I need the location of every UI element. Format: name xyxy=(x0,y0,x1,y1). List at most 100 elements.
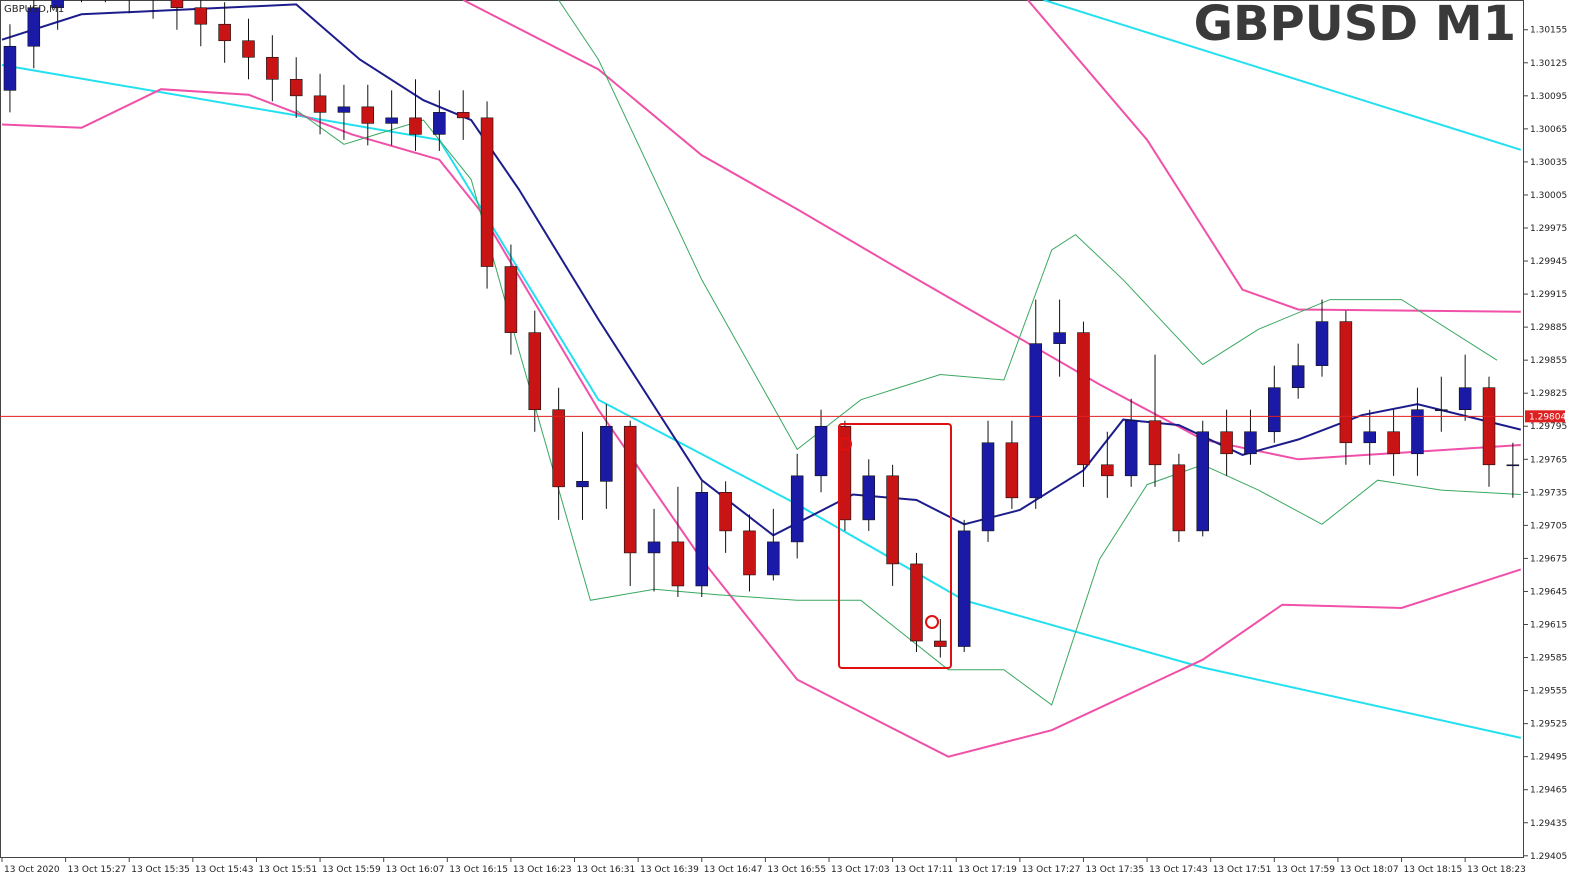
y-tick-label: 1.29855 xyxy=(1530,356,1567,366)
y-tick-label: 1.29885 xyxy=(1530,323,1567,333)
x-tick-label: 13 Oct 15:43 xyxy=(195,865,254,875)
candle-body xyxy=(957,530,971,647)
x-tick-label: 13 Oct 17:27 xyxy=(1022,865,1081,875)
candle-body xyxy=(361,106,375,124)
y-tick-label: 1.30125 xyxy=(1530,59,1567,69)
highlight-circle xyxy=(838,437,852,451)
candle-body xyxy=(1482,387,1496,466)
indicator-line xyxy=(558,0,1498,451)
y-tick-label: 1.29765 xyxy=(1530,455,1567,465)
y-tick-label: 1.30095 xyxy=(1530,92,1567,102)
y-tick-label: 1.29945 xyxy=(1530,257,1567,267)
y-tick-label: 1.29615 xyxy=(1530,621,1567,631)
indicator-line xyxy=(1043,0,1522,151)
candle-body xyxy=(1315,321,1329,366)
candle-body xyxy=(1339,321,1353,444)
candle-body xyxy=(743,530,756,576)
candle-body xyxy=(409,117,422,135)
x-tick-label: 13 Oct 17:19 xyxy=(958,865,1017,875)
candle-body xyxy=(981,442,995,532)
x-tick-label: 13 Oct 17:59 xyxy=(1276,865,1335,875)
candle-body xyxy=(337,106,351,113)
x-tick-label: 13 Oct 16:31 xyxy=(577,865,636,875)
price-label: 1.29804 xyxy=(1529,412,1566,422)
candle-body xyxy=(910,563,923,642)
candle-body xyxy=(313,95,327,113)
candle-body xyxy=(552,409,565,488)
candle-body xyxy=(480,117,494,267)
candle-body xyxy=(576,481,589,488)
candle-body xyxy=(886,475,899,565)
x-tick-label: 13 Oct 15:51 xyxy=(258,865,317,875)
y-tick-label: 1.30065 xyxy=(1530,125,1567,135)
plot-frame xyxy=(0,0,1524,858)
y-tick-label: 1.29465 xyxy=(1530,786,1567,796)
y-tick-label: 1.29585 xyxy=(1530,654,1567,664)
x-tick-label: 13 Oct 16:15 xyxy=(449,865,508,875)
x-tick-label: 13 Oct 17:11 xyxy=(895,865,954,875)
y-tick-label: 1.29555 xyxy=(1530,687,1567,697)
candle-body xyxy=(1077,332,1090,466)
x-tick-label: 13 Oct 18:07 xyxy=(1340,865,1399,875)
candle-body xyxy=(385,117,398,124)
candle-body xyxy=(647,541,661,554)
candle-body xyxy=(1363,431,1376,444)
chart-title: GBPUSD M1 xyxy=(1194,0,1516,52)
y-tick-label: 1.29405 xyxy=(1530,852,1567,862)
y-tick-label: 1.29795 xyxy=(1530,422,1567,432)
x-tick-label: 13 Oct 17:03 xyxy=(831,865,890,875)
candle-body xyxy=(1244,431,1257,455)
highlight-box xyxy=(838,423,952,669)
candle-body xyxy=(862,475,876,521)
y-tick-label: 1.29525 xyxy=(1530,720,1567,730)
candle-body xyxy=(1196,431,1210,532)
indicator-line xyxy=(1027,0,1521,313)
candle-body xyxy=(242,40,255,58)
candle-body xyxy=(1005,442,1019,499)
candle-body xyxy=(170,0,184,9)
candle-body xyxy=(1053,332,1066,344)
x-tick-label: 13 Oct 16:55 xyxy=(767,865,826,875)
candle-body xyxy=(194,7,208,25)
candle-body xyxy=(695,492,709,587)
candle-body xyxy=(456,112,470,119)
candle-body xyxy=(433,112,446,135)
candle-body xyxy=(1148,420,1162,466)
chart-subtitle: GBPUSD,M1 xyxy=(4,4,64,15)
x-tick-label: 13 Oct 15:27 xyxy=(68,865,127,875)
candle-body xyxy=(289,79,303,97)
candles xyxy=(3,0,1520,658)
y-tick-label: 1.29435 xyxy=(1530,819,1567,829)
candle-body xyxy=(528,332,542,411)
candle-body xyxy=(1387,431,1400,455)
candle-body xyxy=(790,475,804,543)
candle-body xyxy=(1124,420,1138,477)
y-tick-label: 1.29705 xyxy=(1530,521,1567,531)
candle-body xyxy=(504,266,518,333)
x-tick-label: 13 Oct 17:35 xyxy=(1085,865,1144,875)
x-tick-label: 13 Oct 15:35 xyxy=(131,865,190,875)
y-tick-label: 1.29975 xyxy=(1530,224,1567,234)
candle-body xyxy=(1220,431,1233,455)
candle-body xyxy=(51,0,64,9)
y-tick-label: 1.29675 xyxy=(1530,554,1567,564)
y-tick-label: 1.29825 xyxy=(1530,389,1567,399)
x-tick-label: 13 Oct 17:43 xyxy=(1149,865,1208,875)
indicator-line xyxy=(1,3,1522,537)
candle-body xyxy=(814,425,828,477)
candle-body xyxy=(1268,387,1281,433)
candle-body xyxy=(767,541,780,576)
candle-body xyxy=(1172,464,1186,532)
candle-body xyxy=(266,56,279,80)
candle-body xyxy=(600,425,613,482)
axes: 1.30155 1.30125 1.30095 1.30065 1.30035 1.300… xyxy=(0,26,1567,875)
candle-body xyxy=(623,425,637,554)
candle-body xyxy=(218,23,231,42)
x-tick-label: 13 Oct 17:51 xyxy=(1213,865,1272,875)
x-tick-label: 13 Oct 16:47 xyxy=(704,865,763,875)
candle-body xyxy=(1029,343,1043,499)
y-tick-label: 1.29735 xyxy=(1530,488,1567,498)
y-tick-label: 1.30155 xyxy=(1530,26,1567,36)
x-tick-label: 13 Oct 16:23 xyxy=(513,865,572,875)
